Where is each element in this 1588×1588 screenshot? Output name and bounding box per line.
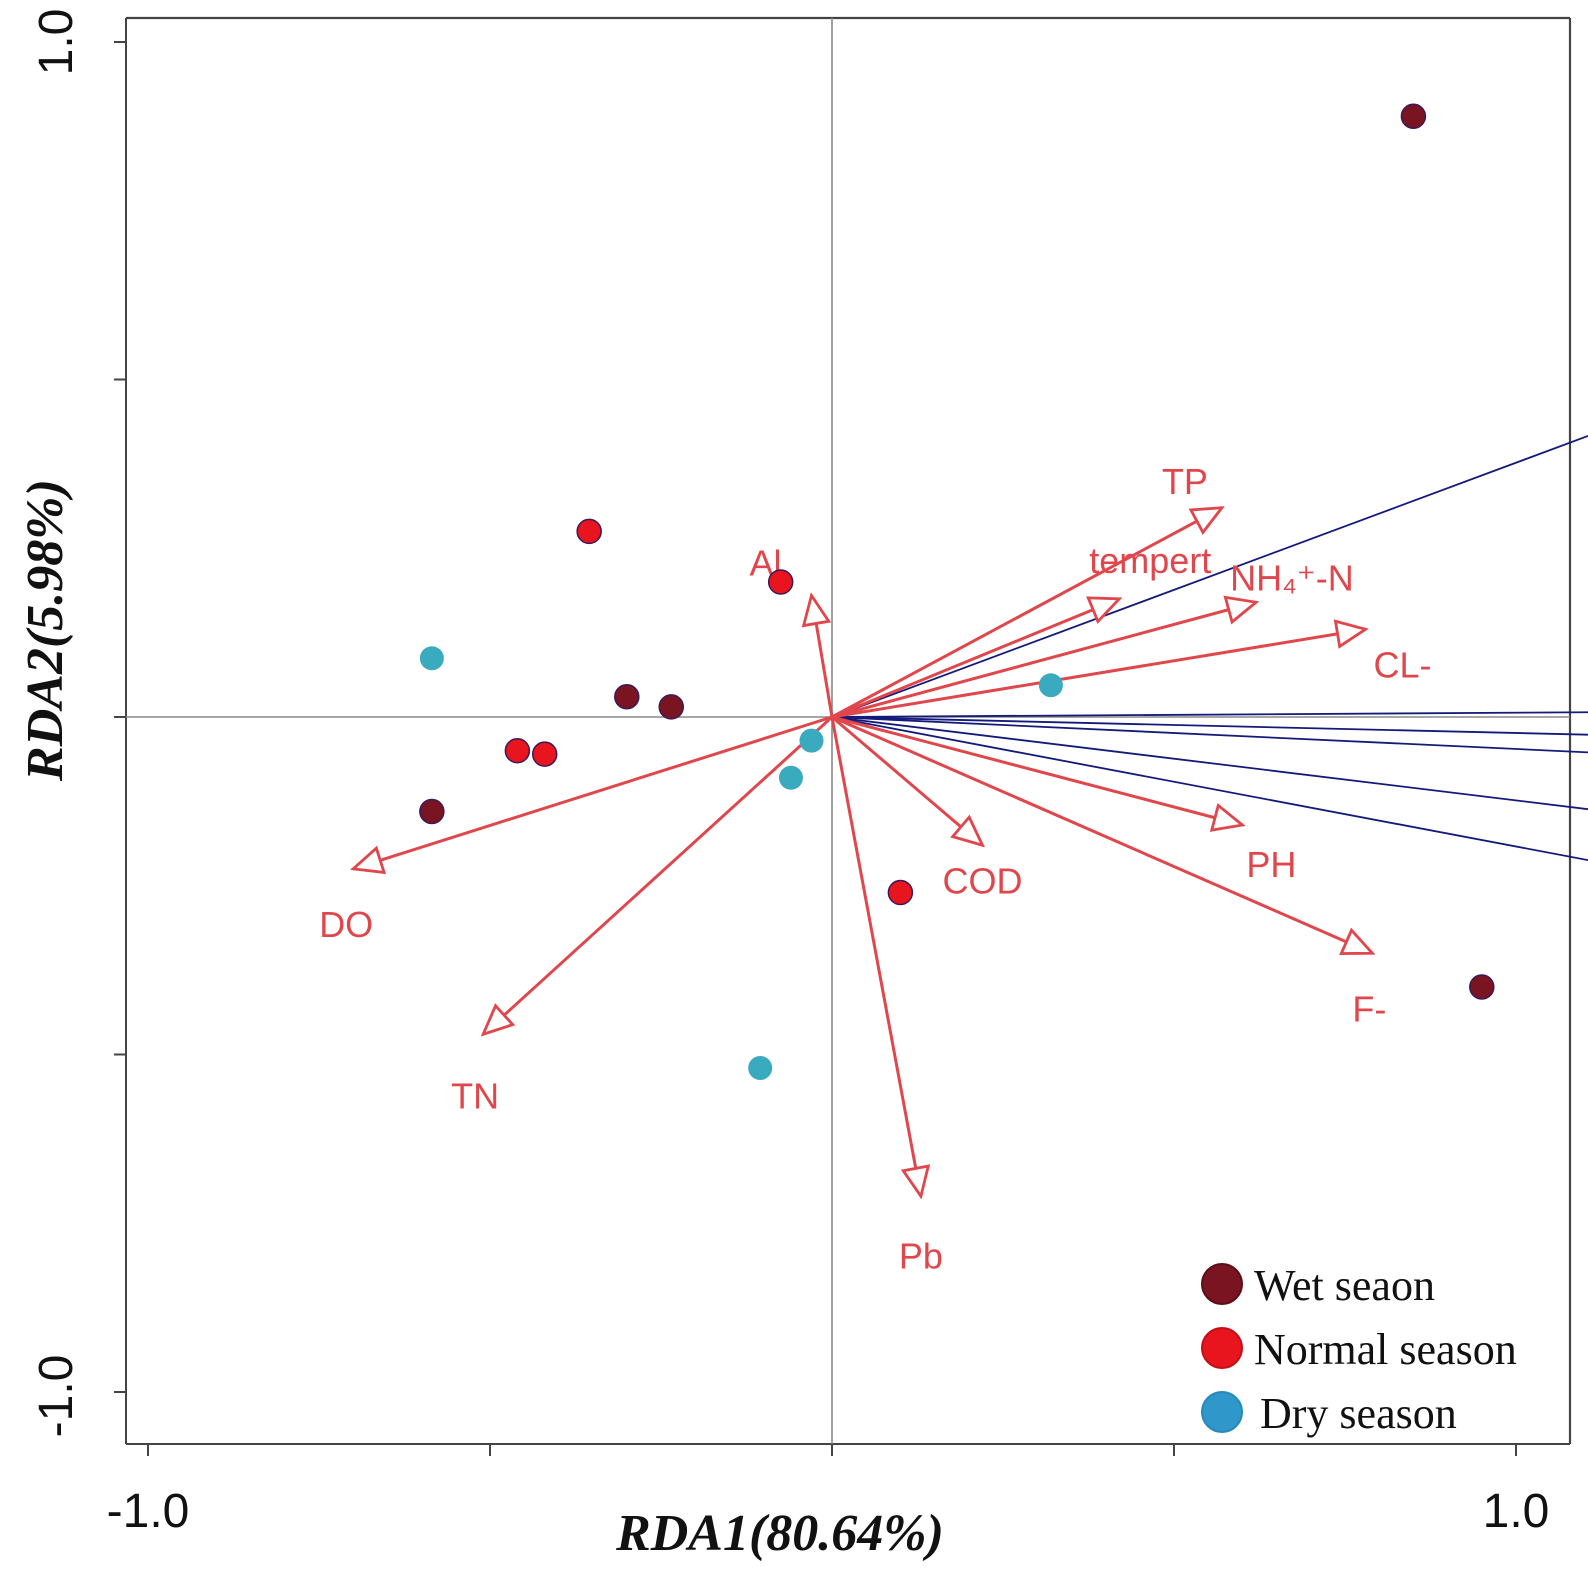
env-label-TP: TP	[1162, 461, 1208, 502]
point-dry-season-4	[748, 1056, 773, 1080]
y-tick-label-top: 1.0	[30, 9, 83, 76]
env-vector-COD	[831, 715, 982, 845]
point-dry-season-3	[778, 765, 803, 790]
env-vector-F-	[831, 715, 1372, 953]
point-wet-seaon-4	[419, 798, 445, 825]
env-label-COD: COD	[942, 860, 1022, 901]
point-normal-season-4	[887, 879, 914, 906]
gene-vector-tnpA-01	[831, 434, 1588, 718]
legend: Wet seaon Normal season Dry season	[1201, 1261, 1517, 1438]
point-normal-season-1	[767, 569, 794, 595]
gene-vector-aadA2-03	[831, 716, 1588, 754]
env-label-NH₄⁺-N: NH₄⁺-N	[1230, 557, 1354, 598]
env-vector-TN	[483, 715, 834, 1034]
gene-vectors: tnpA-01sul1intl1aadA2-03aadA-01sul2	[831, 434, 1588, 862]
point-normal-season-0	[576, 518, 602, 545]
env-label-F-: F-	[1352, 988, 1386, 1029]
env-label-TN: TN	[451, 1075, 499, 1116]
point-wet-seaon-3	[658, 694, 685, 720]
gene-vector-aadA-01	[831, 716, 1588, 811]
legend-swatch-normal	[1201, 1327, 1243, 1369]
point-wet-seaon-1	[1469, 974, 1495, 1000]
env-label-tempert: tempert	[1089, 540, 1211, 581]
point-dry-season-0	[419, 646, 444, 671]
gene-vector-sul2	[831, 716, 1588, 862]
sample-points	[419, 103, 1495, 1080]
legend-swatch-wet	[1201, 1263, 1243, 1305]
point-dry-season-1	[1038, 673, 1063, 698]
x-tick-label-left: -1.0	[107, 1485, 190, 1538]
env-vector-NH₄⁺-N	[831, 602, 1256, 719]
env-label-Pb: Pb	[899, 1235, 943, 1276]
y-axis-title: RDA2(5.98%)	[17, 479, 74, 782]
point-dry-season-2	[799, 728, 824, 753]
point-wet-seaon-2	[614, 684, 640, 710]
env-vector-CL-	[831, 629, 1366, 719]
env-vector-TP	[831, 508, 1222, 719]
x-axis-title: RDA1(80.64%)	[615, 1505, 944, 1562]
gene-vector-intl1	[831, 716, 1588, 736]
legend-label-dry: Dry season	[1260, 1389, 1457, 1438]
env-label-DO: DO	[319, 904, 373, 945]
point-wet-seaon-0	[1400, 103, 1427, 129]
env-vector-PH	[831, 715, 1242, 825]
legend-label-normal: Normal season	[1254, 1325, 1517, 1374]
env-label-CL-: CL-	[1374, 644, 1432, 685]
gene-vector-sul1	[831, 711, 1588, 718]
env-vector-DO	[353, 715, 833, 869]
y-tick-label-bottom: -1.0	[30, 1355, 83, 1438]
point-normal-season-2	[504, 738, 531, 764]
x-tick-label-right: 1.0	[1483, 1485, 1550, 1538]
legend-label-wet: Wet seaon	[1254, 1261, 1435, 1310]
point-normal-season-3	[531, 741, 558, 767]
y-axis-ticks	[114, 41, 126, 1393]
x-axis-ticks	[147, 1444, 1517, 1456]
env-vector-Pb	[830, 716, 921, 1196]
env-label-PH: PH	[1246, 844, 1296, 885]
env-vector-Al	[811, 596, 834, 718]
legend-swatch-dry	[1201, 1391, 1243, 1433]
env-vector-tempert	[831, 599, 1119, 719]
